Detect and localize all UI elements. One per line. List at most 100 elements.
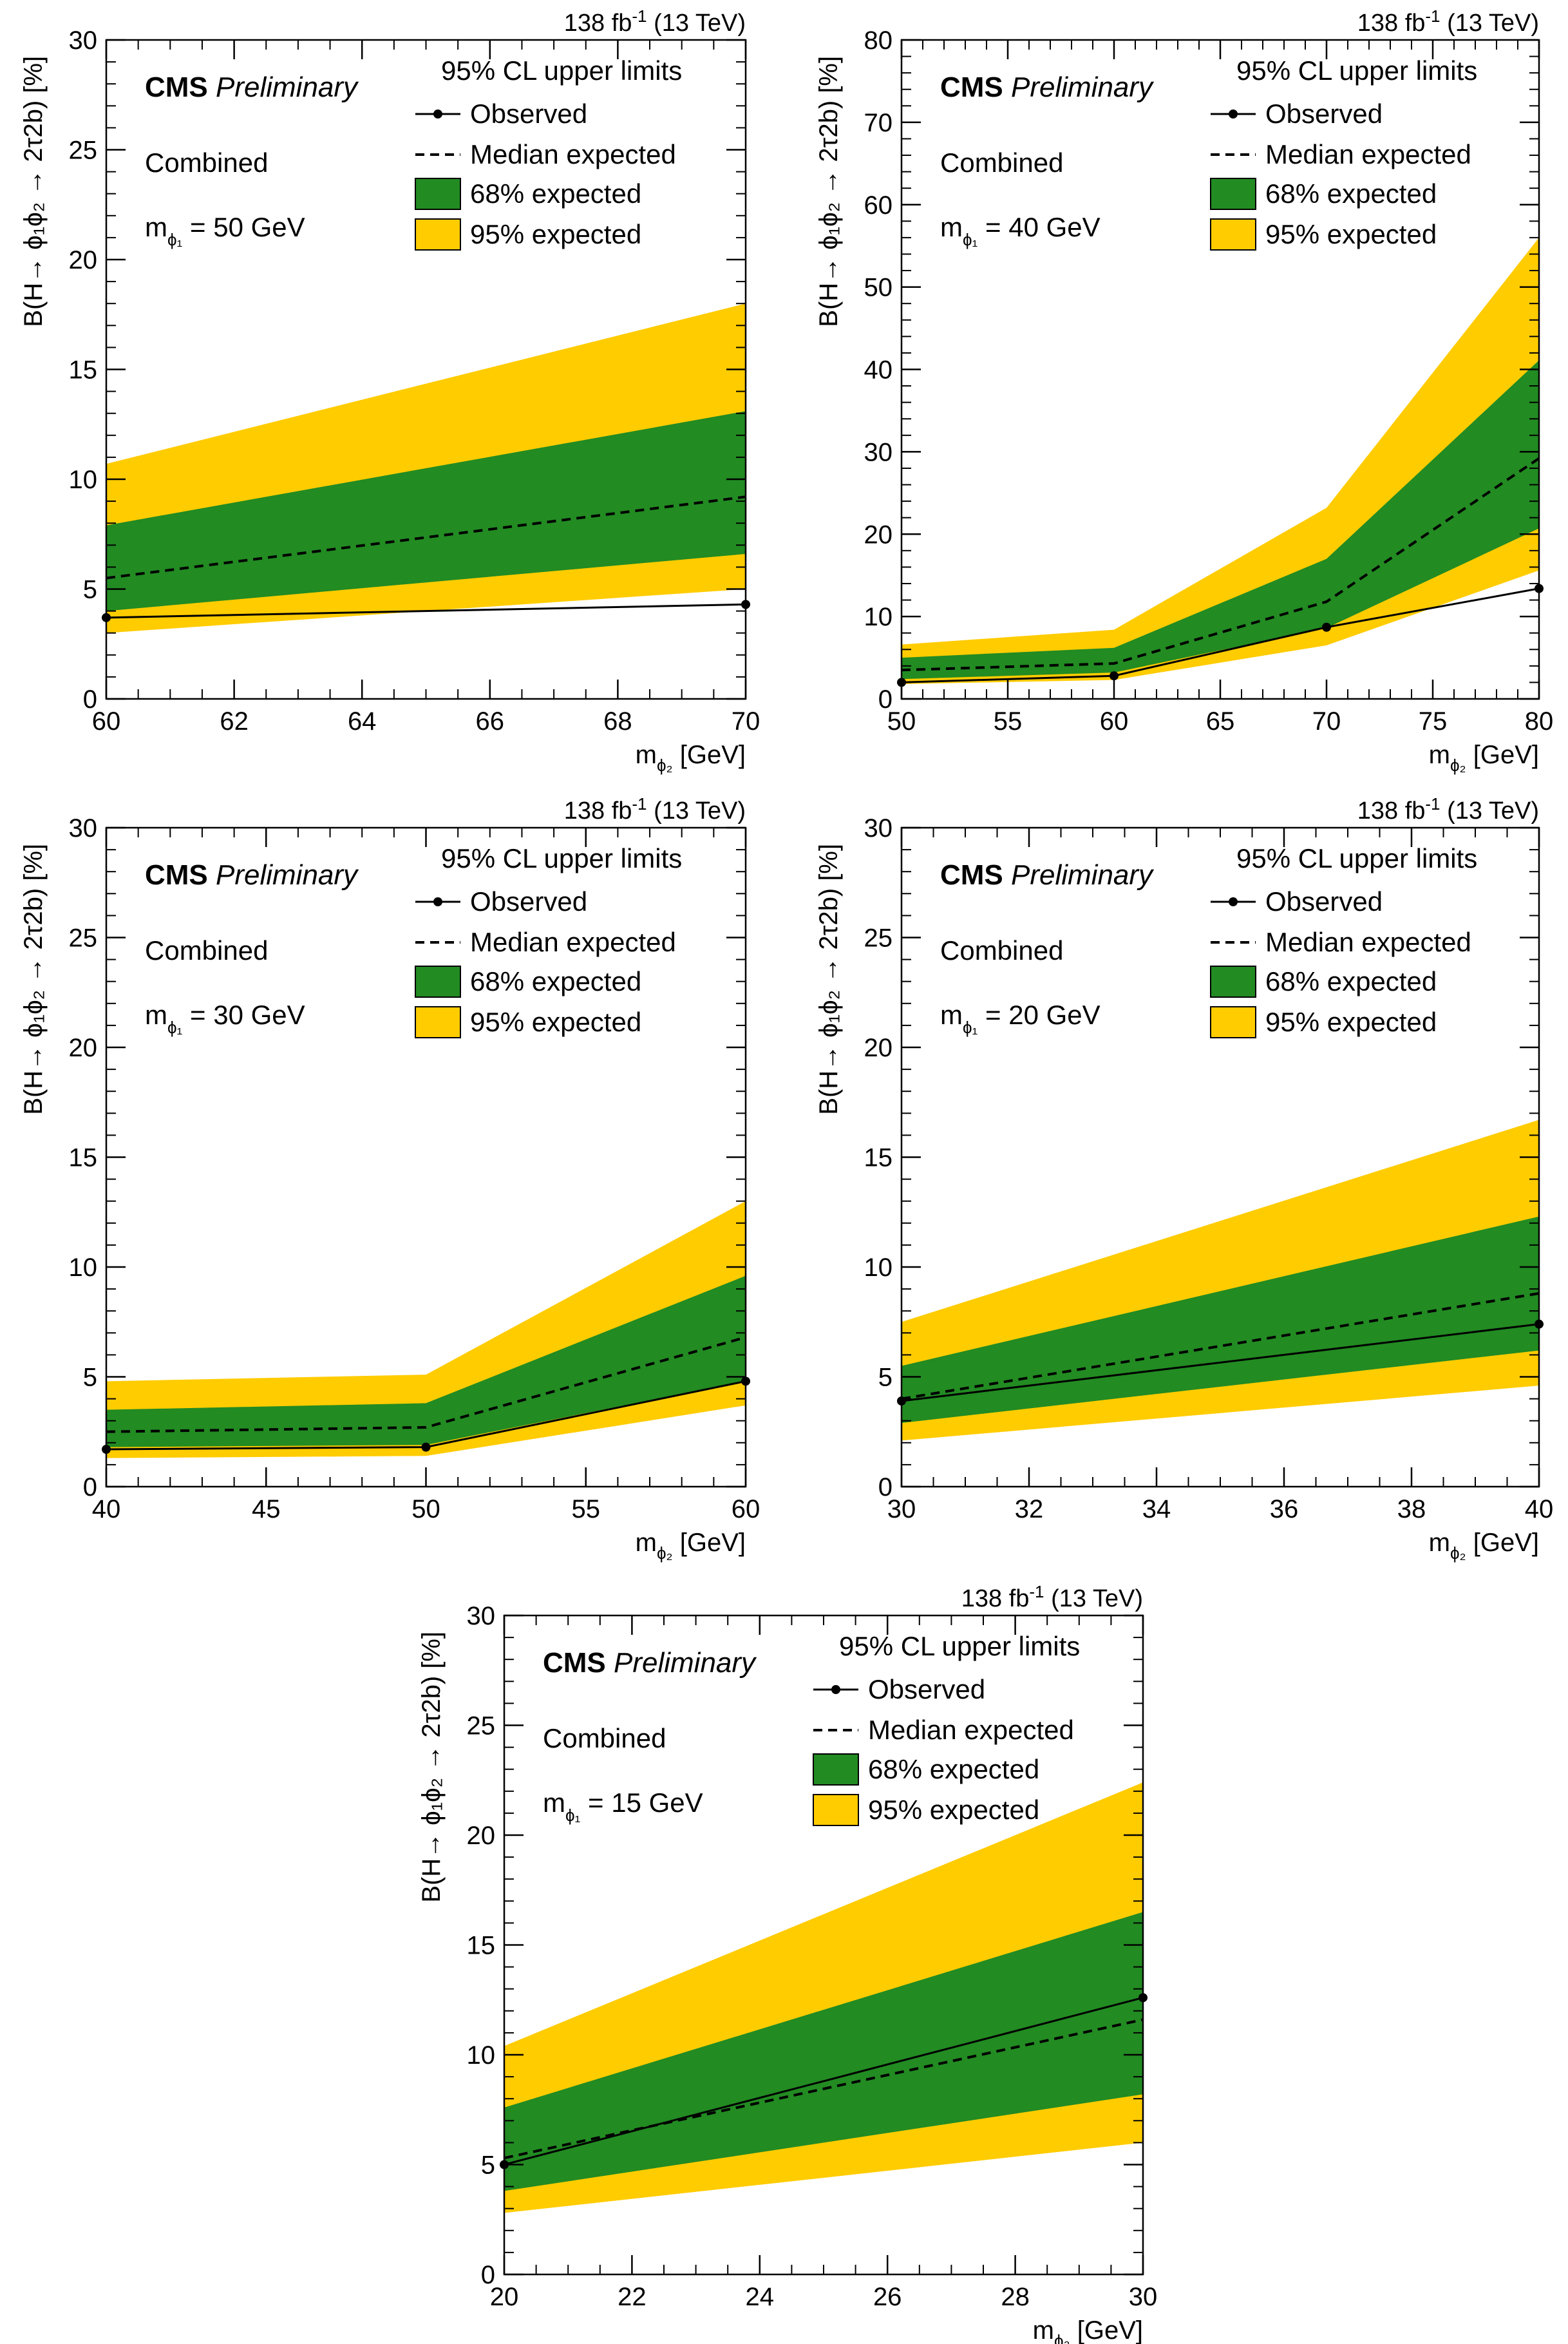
y-tick-label: 30 <box>864 814 893 843</box>
y-tick-label: 0 <box>83 685 97 714</box>
observed-line <box>106 603 746 619</box>
cms-label: CMS Preliminary <box>940 71 1155 103</box>
x-axis-label: mϕ₂ [GeV] <box>636 741 746 775</box>
observed-line <box>504 1996 1144 2166</box>
x-tick-label: 60 <box>92 707 121 736</box>
y-axis-label: B(H→ ϕ₁ϕ₂ → 2τ2b) [%] <box>19 844 48 1115</box>
legend-68-swatch <box>1210 178 1256 210</box>
x-tick-label: 36 <box>1270 1495 1299 1523</box>
legend-median-label: Median expected <box>470 927 676 957</box>
x-tick-label: 34 <box>1142 1495 1171 1523</box>
y-tick-label: 25 <box>69 924 98 953</box>
legend-95-swatch <box>1210 218 1256 251</box>
y-tick-label: 20 <box>69 246 98 274</box>
x-axis-label: mϕ₂ [GeV] <box>1429 741 1539 775</box>
y-tick-label: 15 <box>864 1144 893 1172</box>
x-tick-label: 80 <box>1525 707 1554 736</box>
y-tick-label: 80 <box>864 26 893 55</box>
y-tick-label: 30 <box>69 814 98 843</box>
y-tick-label: 0 <box>878 685 893 714</box>
legend-68-label: 68% expected <box>1265 966 1437 996</box>
y-tick-label: 20 <box>69 1034 98 1062</box>
y-axis-label: B(H→ ϕ₁ϕ₂ → 2τ2b) [%] <box>815 56 843 327</box>
legend-95-swatch <box>1210 1006 1256 1038</box>
chart-panel-5: 0 5 10 15 20 25 30 20 22 24 26 28 30 mϕ₂ [GeV] B(H→ ϕ₁… <box>417 1582 1157 2344</box>
legend-95-label: 95% expected <box>1265 219 1437 249</box>
median-expected-line <box>504 2018 1144 2160</box>
legend-95-label: 95% expected <box>1265 1007 1437 1037</box>
x-tick-label: 30 <box>1129 2283 1158 2311</box>
legend-median-label: Median expected <box>868 1715 1074 1745</box>
cms-label: CMS Preliminary <box>145 859 359 891</box>
legend-title: 95% CL upper limits <box>1236 55 1477 86</box>
x-tick-label: 38 <box>1397 1495 1426 1523</box>
legend-68-swatch <box>415 178 461 210</box>
y-tick-label: 0 <box>481 2261 495 2289</box>
mphi1-label: mϕ₁ = 30 GeV <box>145 1000 305 1037</box>
y-tick-label: 0 <box>878 1473 893 1501</box>
x-tick-label: 22 <box>618 2283 647 2311</box>
y-tick-label: 0 <box>83 1473 97 1501</box>
legend-observed-marker <box>433 110 442 119</box>
x-tick-label: 26 <box>873 2283 902 2311</box>
legend-title: 95% CL upper limits <box>839 1631 1080 1661</box>
legend-observed-marker <box>831 1685 840 1694</box>
median-expected-line <box>901 1291 1540 1400</box>
y-tick-label: 30 <box>864 438 893 466</box>
x-axis-label: mϕ₂ [GeV] <box>1429 1529 1539 1563</box>
legend-observed-marker <box>433 897 442 906</box>
cms-label: CMS Preliminary <box>543 1647 757 1679</box>
channel-label: Combined <box>543 1723 666 1753</box>
y-tick-label: 10 <box>69 466 98 494</box>
observed-line <box>901 587 1540 683</box>
y-axis-label: B(H→ ϕ₁ϕ₂ → 2τ2b) [%] <box>417 1632 446 1903</box>
chart-panel-1: 0 5 10 15 20 25 30 60 62 64 66 68 70 mϕ₂ [GeV] B(H→ ϕ₁… <box>19 6 760 775</box>
y-tick-label: 30 <box>467 1602 496 1630</box>
legend-68-swatch <box>813 1753 859 1786</box>
x-tick-label: 50 <box>887 707 916 736</box>
legend-observed-label: Observed <box>1265 99 1383 129</box>
y-tick-label: 50 <box>864 274 893 302</box>
observed-line <box>901 1323 1540 1402</box>
legend-68-label: 68% expected <box>470 178 641 209</box>
legend-68-swatch <box>415 966 461 998</box>
x-tick-label: 70 <box>732 707 760 736</box>
lumi-label: 138 fb-1 (13 TeV) <box>564 794 746 824</box>
x-axis-label: mϕ₂ [GeV] <box>1033 2316 1143 2344</box>
y-tick-label: 20 <box>864 520 893 549</box>
y-tick-label: 20 <box>864 1034 893 1062</box>
y-tick-label: 15 <box>69 1144 98 1172</box>
x-tick-label: 65 <box>1206 707 1235 736</box>
x-tick-label: 60 <box>732 1495 760 1523</box>
legend-observed-marker <box>1229 897 1238 906</box>
x-tick-label: 70 <box>1312 707 1341 736</box>
legend-68-swatch <box>1210 966 1256 998</box>
band-68-expected <box>902 1216 1539 1424</box>
y-tick-label: 5 <box>83 1364 97 1392</box>
median-expected-line <box>901 457 1540 672</box>
lumi-label: 138 fb-1 (13 TeV) <box>1357 6 1539 37</box>
legend-median-label: Median expected <box>1265 139 1471 169</box>
x-tick-label: 40 <box>1525 1495 1554 1523</box>
cms-label: CMS Preliminary <box>145 71 359 103</box>
legend-observed-label: Observed <box>470 886 587 917</box>
legend-95-label: 95% expected <box>470 219 641 249</box>
y-tick-label: 5 <box>878 1364 893 1392</box>
legend-title: 95% CL upper limits <box>441 55 682 86</box>
median-expected-line <box>106 1336 746 1433</box>
legend-68-label: 68% expected <box>868 1754 1039 1784</box>
y-tick-label: 5 <box>481 2151 495 2180</box>
legend-median-label: Median expected <box>1265 927 1471 957</box>
mphi1-label: mϕ₁ = 15 GeV <box>543 1787 703 1825</box>
x-tick-label: 24 <box>746 2283 775 2311</box>
y-tick-label: 40 <box>864 356 893 385</box>
x-tick-label: 66 <box>476 707 505 736</box>
band-68-expected <box>106 1275 746 1447</box>
legend-title: 95% CL upper limits <box>1236 843 1477 873</box>
median-expected-line <box>106 495 746 580</box>
y-tick-label: 10 <box>467 2041 496 2070</box>
y-tick-label: 15 <box>69 356 98 385</box>
legend-observed-label: Observed <box>868 1674 985 1704</box>
lumi-label: 138 fb-1 (13 TeV) <box>1357 794 1539 824</box>
